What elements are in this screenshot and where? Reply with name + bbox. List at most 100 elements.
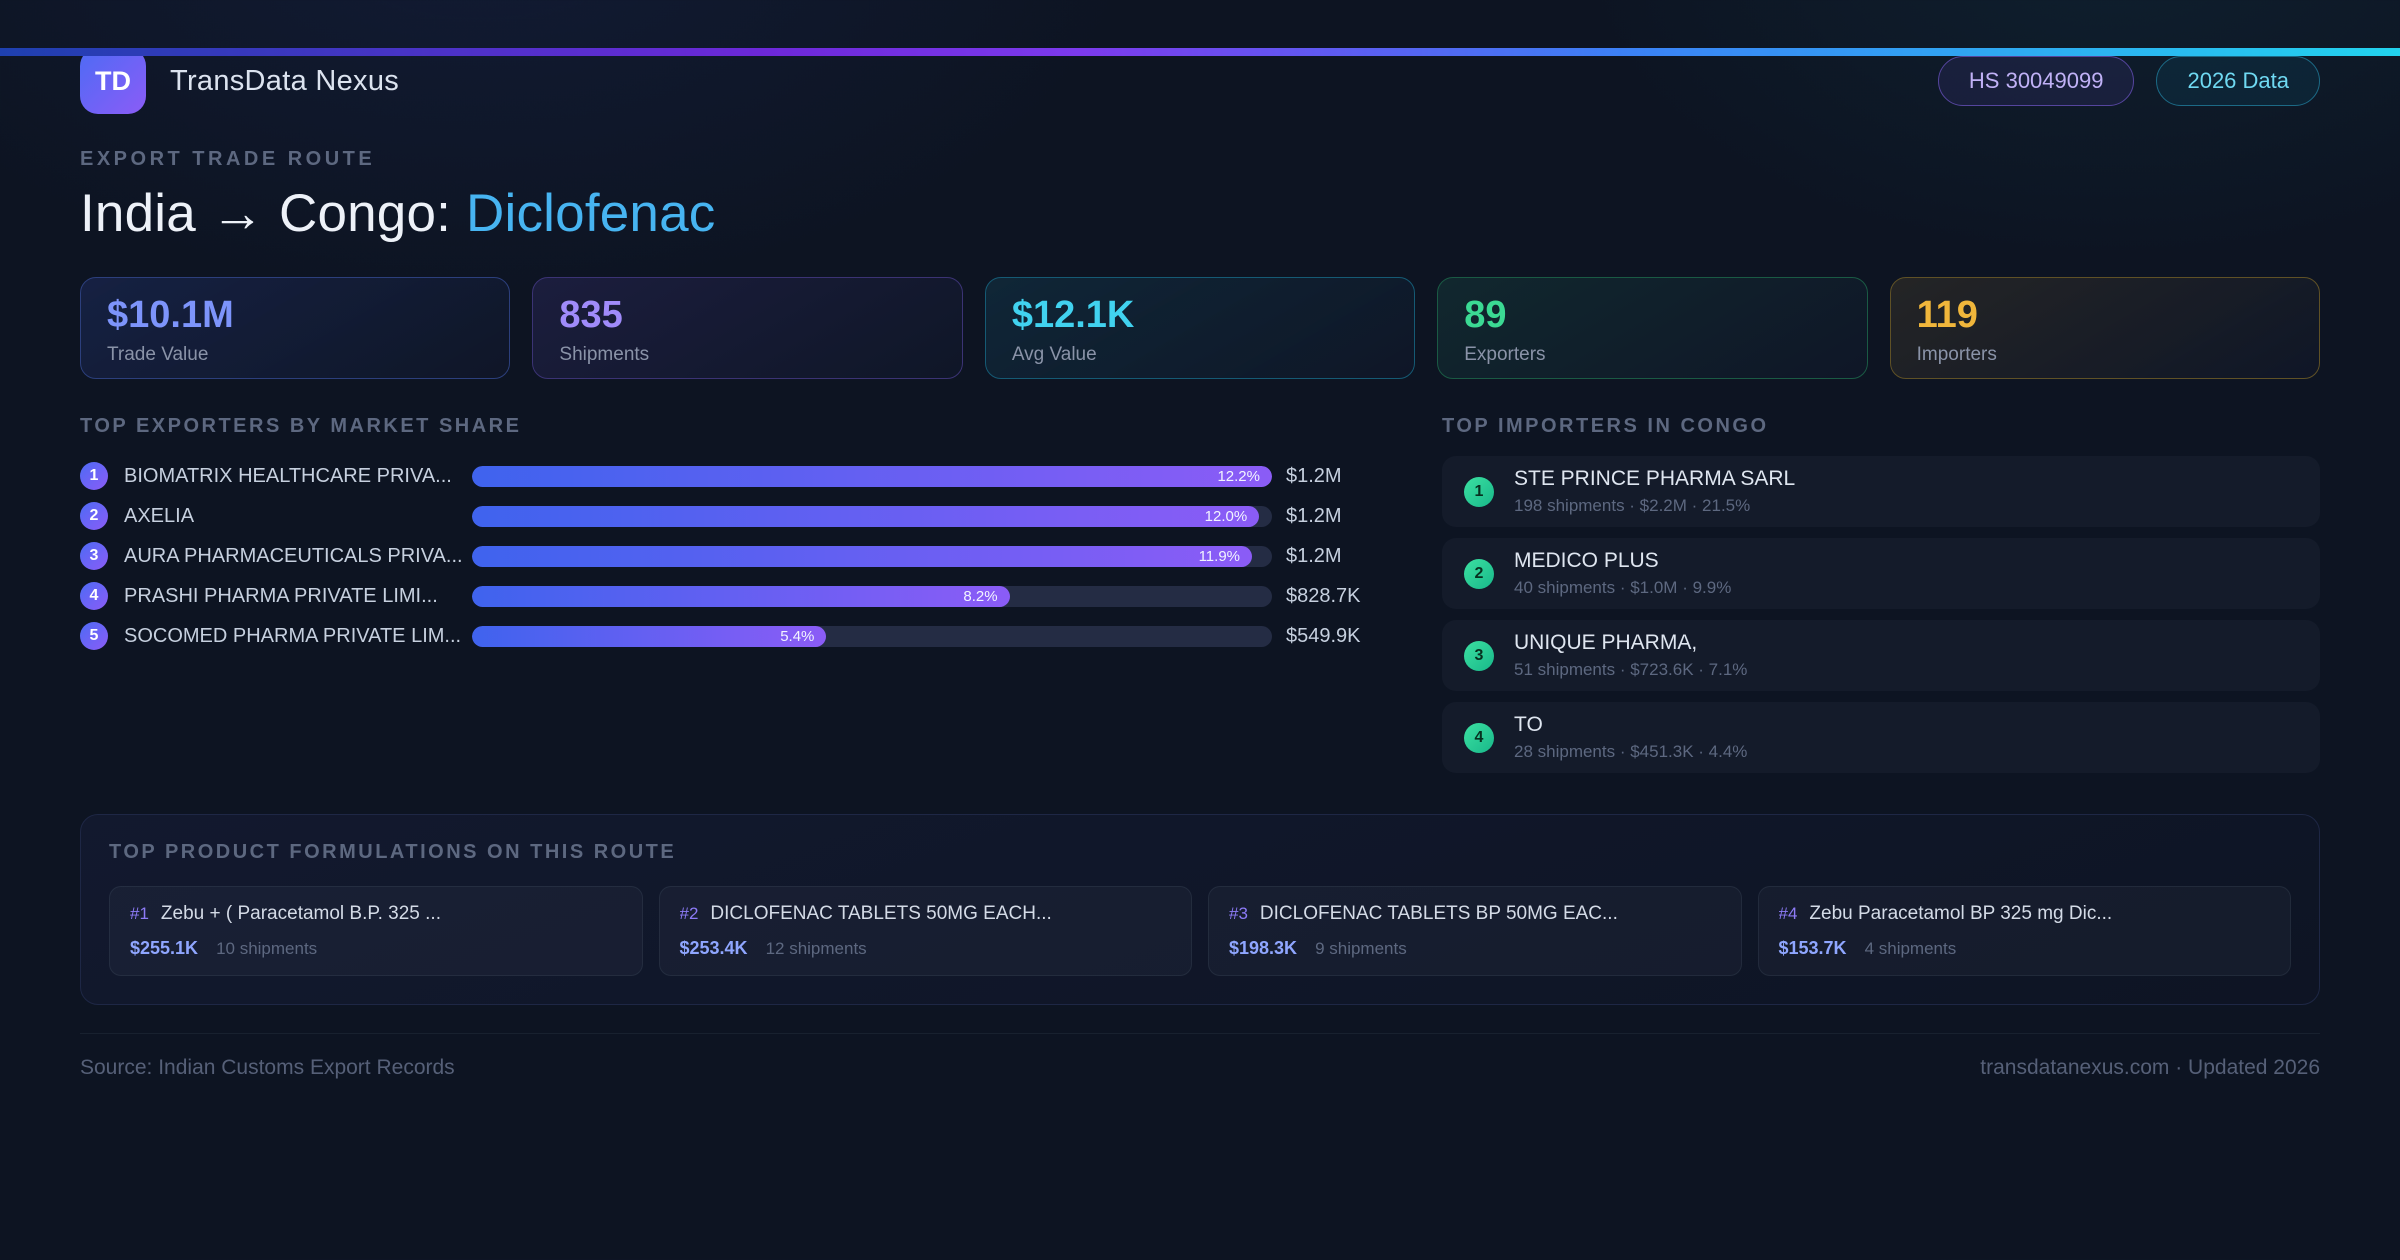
stat-value: 89 (1464, 294, 1840, 337)
market-share-bar-track: 8.2% (472, 586, 1272, 607)
app-title: TransData Nexus (170, 65, 399, 98)
market-share-bar-track: 12.0% (472, 506, 1272, 527)
exporter-value: $828.7K (1286, 585, 1361, 608)
top-accent-bar (0, 48, 2400, 56)
product-name: Zebu + ( Paracetamol B.P. 325 ... (161, 903, 441, 925)
route-origin-destination: India → Congo: (80, 184, 451, 243)
stat-value: 835 (559, 294, 935, 337)
importer-info: UNIQUE PHARMA, 51 shipments · $723.6K · … (1514, 631, 1747, 680)
product-name: DICLOFENAC TABLETS 50MG EACH... (710, 903, 1051, 925)
product-name: Zebu Paracetamol BP 325 mg Dic... (1809, 903, 2112, 925)
header: TD TransData Nexus HS 30049099 2026 Data (80, 48, 2320, 114)
importer-name: STE PRINCE PHARMA SARL (1514, 467, 1795, 491)
importers-section-title: TOP IMPORTERS IN CONGO (1442, 415, 2320, 438)
footer: Source: Indian Customs Export Records tr… (80, 1033, 2320, 1080)
product-name: DICLOFENAC TABLETS BP 50MG EAC... (1260, 903, 1618, 925)
product-card-bottom: $153.7K 4 shipments (1779, 938, 2271, 959)
market-share-percent: 12.2% (1217, 468, 1260, 485)
product-card-bottom: $198.3K 9 shipments (1229, 938, 1721, 959)
stat-card-importers: 119 Importers (1890, 277, 2320, 379)
stat-value: $12.1K (1012, 294, 1388, 337)
exporter-row: 5 SOCOMED PHARMA PRIVATE LIM... 5.4% $54… (80, 616, 1380, 656)
product-rank: #1 (130, 904, 149, 924)
stat-card-shipments: 835 Shipments (532, 277, 962, 379)
market-share-bar-fill: 12.2% (472, 466, 1272, 487)
exporter-row: 1 BIOMATRIX HEALTHCARE PRIVA... 12.2% $1… (80, 456, 1380, 496)
product-name-accent: Diclofenac (466, 184, 715, 243)
products-section-title: TOP PRODUCT FORMULATIONS ON THIS ROUTE (109, 841, 2291, 864)
importer-card: 3 UNIQUE PHARMA, 51 shipments · $723.6K … (1442, 620, 2320, 691)
stat-label: Importers (1917, 344, 2293, 366)
year-data-badge[interactable]: 2026 Data (2156, 56, 2320, 106)
stat-value: $10.1M (107, 294, 483, 337)
source-text: Source: Indian Customs Export Records (80, 1056, 455, 1080)
rank-badge: 1 (80, 462, 108, 490)
product-shipments: 10 shipments (216, 939, 317, 959)
product-value: $255.1K (130, 938, 198, 959)
exporter-row: 3 AURA PHARMACEUTICALS PRIVA... 11.9% $1… (80, 536, 1380, 576)
importer-name: TO (1514, 713, 1747, 737)
importer-stats: 28 shipments · $451.3K · 4.4% (1514, 742, 1747, 762)
importer-stats: 51 shipments · $723.6K · 7.1% (1514, 660, 1747, 680)
exporters-list: 1 BIOMATRIX HEALTHCARE PRIVA... 12.2% $1… (80, 456, 1380, 656)
market-share-bar-fill: 12.0% (472, 506, 1259, 527)
product-card-bottom: $255.1K 10 shipments (130, 938, 622, 959)
exporter-value: $1.2M (1286, 505, 1342, 528)
market-share-percent: 8.2% (963, 588, 997, 605)
stat-card-trade-value: $10.1M Trade Value (80, 277, 510, 379)
market-share-percent: 5.4% (780, 628, 814, 645)
importer-stats: 40 shipments · $1.0M · 9.9% (1514, 578, 1731, 598)
importer-stats: 198 shipments · $2.2M · 21.5% (1514, 496, 1795, 516)
product-value: $153.7K (1779, 938, 1847, 959)
route-eyebrow: EXPORT TRADE ROUTE (80, 148, 2320, 171)
rank-badge: 3 (1464, 641, 1494, 671)
importer-card: 4 TO 28 shipments · $451.3K · 4.4% (1442, 702, 2320, 773)
stat-label: Trade Value (107, 344, 483, 366)
importer-card: 1 STE PRINCE PHARMA SARL 198 shipments ·… (1442, 456, 2320, 527)
importer-card: 2 MEDICO PLUS 40 shipments · $1.0M · 9.9… (1442, 538, 2320, 609)
market-share-bar-fill: 5.4% (472, 626, 826, 647)
importer-name: UNIQUE PHARMA, (1514, 631, 1747, 655)
importer-info: TO 28 shipments · $451.3K · 4.4% (1514, 713, 1747, 762)
rank-badge: 5 (80, 622, 108, 650)
market-share-bar-fill: 11.9% (472, 546, 1252, 567)
product-rank: #3 (1229, 904, 1248, 924)
product-value: $253.4K (680, 938, 748, 959)
product-card-top: #1 Zebu + ( Paracetamol B.P. 325 ... (130, 903, 622, 925)
stat-label: Avg Value (1012, 344, 1388, 366)
exporters-section: TOP EXPORTERS BY MARKET SHARE 1 BIOMATRI… (80, 415, 1380, 784)
product-card: #3 DICLOFENAC TABLETS BP 50MG EAC... $19… (1208, 886, 1742, 976)
products-panel: TOP PRODUCT FORMULATIONS ON THIS ROUTE #… (80, 814, 2320, 1005)
importers-list: 1 STE PRINCE PHARMA SARL 198 shipments ·… (1442, 456, 2320, 773)
rank-badge: 4 (80, 582, 108, 610)
market-share-bar-track: 12.2% (472, 466, 1272, 487)
rank-badge: 3 (80, 542, 108, 570)
main-columns: TOP EXPORTERS BY MARKET SHARE 1 BIOMATRI… (80, 415, 2320, 784)
exporter-value: $1.2M (1286, 545, 1342, 568)
stat-cards-row: $10.1M Trade Value 835 Shipments $12.1K … (80, 277, 2320, 379)
products-row: #1 Zebu + ( Paracetamol B.P. 325 ... $25… (109, 886, 2291, 976)
product-card: #1 Zebu + ( Paracetamol B.P. 325 ... $25… (109, 886, 643, 976)
market-share-percent: 11.9% (1199, 548, 1240, 565)
product-card: #4 Zebu Paracetamol BP 325 mg Dic... $15… (1758, 886, 2292, 976)
exporter-name: BIOMATRIX HEALTHCARE PRIVA... (124, 465, 464, 488)
brand-logo-text: TD (95, 66, 131, 97)
exporter-row: 2 AXELIA 12.0% $1.2M (80, 496, 1380, 536)
product-card-top: #4 Zebu Paracetamol BP 325 mg Dic... (1779, 903, 2271, 925)
stat-value: 119 (1917, 294, 2293, 337)
rank-badge: 2 (1464, 559, 1494, 589)
importers-section: TOP IMPORTERS IN CONGO 1 STE PRINCE PHAR… (1442, 415, 2320, 784)
brand: TD TransData Nexus (80, 48, 399, 114)
rank-badge: 2 (80, 502, 108, 530)
product-card-bottom: $253.4K 12 shipments (680, 938, 1172, 959)
exporter-value: $1.2M (1286, 465, 1342, 488)
hs-code-badge[interactable]: HS 30049099 (1938, 56, 2135, 106)
exporter-name: AXELIA (124, 505, 464, 528)
importer-info: MEDICO PLUS 40 shipments · $1.0M · 9.9% (1514, 549, 1731, 598)
exporter-value: $549.9K (1286, 625, 1361, 648)
route-title: India → Congo: Diclofenac (80, 183, 2320, 245)
product-card-top: #2 DICLOFENAC TABLETS 50MG EACH... (680, 903, 1172, 925)
rank-badge: 4 (1464, 723, 1494, 753)
product-shipments: 9 shipments (1315, 939, 1407, 959)
exporter-name: SOCOMED PHARMA PRIVATE LIM... (124, 625, 464, 648)
